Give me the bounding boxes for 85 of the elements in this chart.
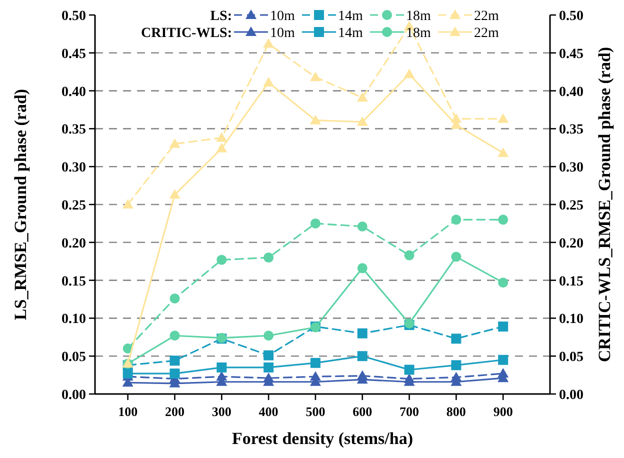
y2-axis-title: CRITIC-WLS_RMSE_Ground phase (rad) bbox=[595, 46, 614, 362]
point bbox=[404, 250, 414, 260]
point bbox=[498, 354, 508, 365]
y2-tick-label: 0.45 bbox=[559, 46, 584, 62]
y-tick-label: 0.30 bbox=[62, 160, 86, 176]
x-tick-label: 100 bbox=[118, 404, 138, 419]
y-tick-label: 0.10 bbox=[62, 312, 86, 328]
legend-label: 18m bbox=[406, 9, 431, 24]
y2-tick-label: 0.40 bbox=[559, 84, 584, 100]
point bbox=[170, 293, 180, 304]
y-tick-label: 0.35 bbox=[62, 122, 86, 138]
legend-label: 10m bbox=[270, 26, 295, 41]
point bbox=[451, 252, 462, 262]
point bbox=[498, 322, 508, 332]
point bbox=[451, 214, 462, 225]
point bbox=[170, 368, 180, 379]
y-tick-label: 0.50 bbox=[62, 9, 86, 24]
y2-tick-label: 0.10 bbox=[559, 312, 584, 328]
point bbox=[357, 351, 368, 362]
legend-label: 14m bbox=[338, 9, 363, 24]
y2-tick-label: 0.00 bbox=[559, 388, 584, 403]
point bbox=[216, 142, 228, 152]
y2-tick-label: 0.20 bbox=[559, 236, 584, 252]
point bbox=[404, 364, 414, 375]
point bbox=[122, 368, 133, 379]
legend-label: 22m bbox=[474, 26, 499, 41]
point bbox=[310, 358, 320, 368]
x-tick-label: 700 bbox=[400, 404, 420, 419]
x-tick-label: 300 bbox=[212, 404, 232, 419]
y2-tick-label: 0.35 bbox=[559, 122, 584, 138]
point bbox=[310, 72, 321, 82]
point bbox=[170, 330, 180, 341]
point bbox=[264, 350, 274, 360]
y2-tick-label: 0.50 bbox=[559, 9, 584, 24]
x-axis-title: Forest density (stems/ha) bbox=[232, 429, 413, 448]
x-tick-label: 900 bbox=[493, 404, 513, 419]
point bbox=[263, 76, 274, 86]
y-tick-label: 0.20 bbox=[62, 236, 86, 252]
point bbox=[498, 278, 508, 288]
y-axis-title: LS_RMSE_Ground phase (rad) bbox=[11, 88, 30, 320]
point bbox=[169, 189, 180, 199]
point bbox=[122, 199, 134, 208]
point bbox=[310, 114, 321, 124]
point bbox=[216, 254, 227, 265]
annotation: LS: bbox=[210, 9, 232, 24]
point bbox=[169, 138, 180, 148]
point bbox=[310, 218, 320, 228]
y-tick-label: 0.05 bbox=[62, 350, 86, 366]
point bbox=[357, 328, 368, 338]
y2-tick-label: 0.30 bbox=[559, 160, 584, 176]
legend-label: 10m bbox=[270, 9, 295, 24]
y-tick-label: 0.15 bbox=[62, 274, 86, 290]
point bbox=[356, 92, 368, 102]
y-tick-label: 0.40 bbox=[62, 84, 86, 100]
y-tick-label: 0.45 bbox=[62, 46, 86, 62]
y2-tick-label: 0.05 bbox=[559, 350, 584, 366]
point bbox=[356, 116, 368, 126]
y-tick-label: 0.00 bbox=[62, 388, 86, 403]
x-tick-label: 800 bbox=[446, 404, 466, 419]
point bbox=[264, 362, 274, 372]
point bbox=[264, 330, 274, 341]
point bbox=[451, 360, 462, 370]
y-tick-label: 0.25 bbox=[62, 198, 86, 214]
point bbox=[357, 263, 368, 274]
point bbox=[498, 113, 509, 123]
point bbox=[404, 68, 415, 78]
x-tick-label: 500 bbox=[306, 404, 326, 419]
x-tick-label: 400 bbox=[258, 404, 278, 419]
point bbox=[216, 362, 227, 372]
point bbox=[357, 221, 368, 232]
point bbox=[216, 132, 228, 142]
point bbox=[498, 214, 508, 225]
point bbox=[170, 356, 180, 366]
legend-label: 18m bbox=[406, 26, 431, 41]
point bbox=[498, 147, 509, 157]
legend-label: 14m bbox=[338, 26, 363, 41]
x-tick-label: 200 bbox=[164, 404, 184, 419]
legend-label: 22m bbox=[474, 9, 499, 24]
point bbox=[263, 38, 274, 48]
point bbox=[264, 252, 274, 263]
y2-tick-label: 0.25 bbox=[559, 198, 584, 214]
point bbox=[451, 334, 462, 344]
annotation: CRITIC-WLS: bbox=[140, 26, 232, 41]
x-tick-label: 600 bbox=[352, 404, 372, 419]
y2-tick-label: 0.15 bbox=[559, 274, 584, 290]
